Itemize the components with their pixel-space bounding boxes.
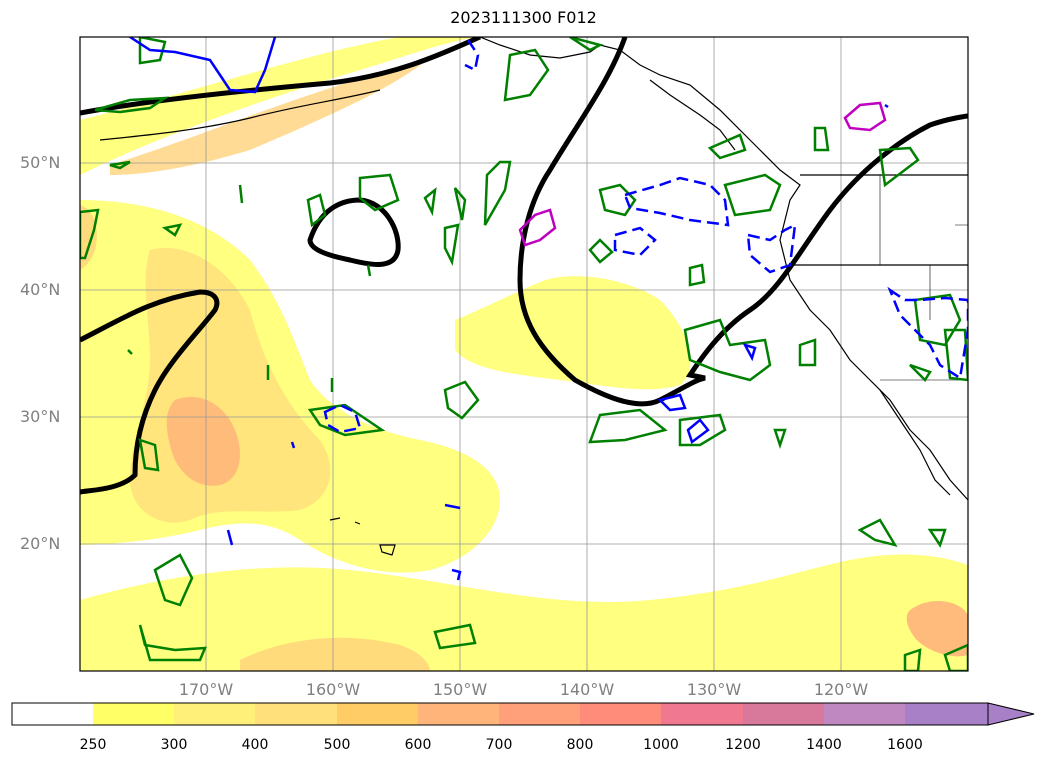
blue-dashed-4: [464, 39, 480, 72]
colorbar-label-800: 800: [566, 737, 594, 753]
state-borders: [879, 175, 968, 381]
black-contours: [80, 37, 968, 495]
colorbar-bin-4: [337, 703, 418, 725]
black-contour-west: [80, 289, 220, 495]
filled-contours: [80, 37, 968, 671]
colorbar-frame: [11, 702, 989, 726]
plume-se-core: [906, 600, 968, 657]
colorbar-label-1600: 1600: [887, 737, 923, 753]
colorbar-bin-5: [418, 703, 499, 725]
blue-contours: [129, 37, 968, 581]
lat-label-20n: 20°N: [20, 534, 61, 553]
colorbar-bin-10: [824, 703, 905, 725]
colorbar-bin-3: [255, 703, 337, 725]
colorbar-bin-6: [499, 703, 580, 725]
colorbar-label-1400: 1400: [806, 737, 842, 753]
black-contour-trough: [517, 37, 968, 407]
lon-label-150w: 150°W: [432, 680, 488, 699]
blue-dashed-2: [613, 226, 657, 257]
map-title: 2023111300 F012: [450, 8, 597, 27]
lat-label-30n: 30°N: [20, 407, 61, 426]
plume-east: [455, 276, 691, 390]
lon-label-140w: 140°W: [559, 680, 615, 699]
lat-label-40n: 40°N: [20, 280, 61, 299]
hawaii: [329, 517, 396, 556]
gridlines: [80, 37, 968, 671]
colorbar-label-700: 700: [485, 737, 513, 753]
colorbar-label-400: 400: [241, 737, 269, 753]
lon-label-120w: 120°W: [813, 680, 869, 699]
plume-central-core: [166, 396, 240, 486]
magenta-contours: [518, 101, 887, 247]
colorbar-bin-9: [743, 703, 824, 725]
blue-dashed-3: [746, 222, 797, 274]
black-contour-loop: [307, 197, 401, 267]
lon-label-130w: 130°W: [686, 680, 742, 699]
colorbar-label-500: 500: [323, 737, 351, 753]
bc-islands: [649, 79, 736, 151]
aleutians: [99, 89, 381, 141]
lon-label-160w: 160°W: [305, 680, 361, 699]
lon-label-170w: 170°W: [178, 680, 234, 699]
baja: [879, 389, 951, 496]
plume-north: [80, 37, 480, 175]
colorbar-label-600: 600: [404, 737, 432, 753]
plume-central: [80, 200, 500, 573]
colorbar-bin-0: [12, 703, 93, 725]
black-contour-north: [80, 37, 481, 116]
blue-dashed-1: [623, 176, 730, 227]
lat-label-50n: 50°N: [20, 153, 61, 172]
colorbar-label-250: 250: [79, 737, 107, 753]
plume-south: [80, 554, 968, 671]
plume-west-edge: [80, 205, 97, 270]
colorbar-bin-7: [580, 703, 661, 725]
blue-dashed-5: [887, 286, 968, 381]
green-contours: [80, 37, 968, 671]
colorbar-bin-8: [661, 703, 743, 725]
colorbar: [11, 702, 1035, 726]
plume-north-core: [110, 58, 430, 175]
map-frame: [79, 36, 969, 672]
colorbar-label-1000: 1000: [643, 737, 679, 753]
plume-south-core: [240, 637, 430, 671]
colorbar-bin-2: [174, 703, 255, 725]
colorbar-label-300: 300: [160, 737, 188, 753]
colorbar-bin-1: [93, 703, 174, 725]
colorbar-bin-11: [905, 703, 988, 725]
country-border: [790, 174, 968, 266]
colorbar-extend-arrow: [987, 702, 1035, 726]
colorbar-label-1200: 1200: [725, 737, 761, 753]
